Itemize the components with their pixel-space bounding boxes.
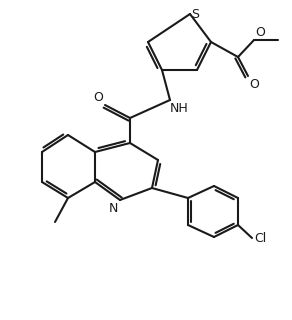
Text: O: O <box>255 26 265 39</box>
Text: NH: NH <box>170 102 189 115</box>
Text: O: O <box>93 91 103 104</box>
Text: N: N <box>109 202 118 215</box>
Text: Cl: Cl <box>254 231 266 244</box>
Text: S: S <box>191 7 199 20</box>
Text: O: O <box>249 78 259 91</box>
